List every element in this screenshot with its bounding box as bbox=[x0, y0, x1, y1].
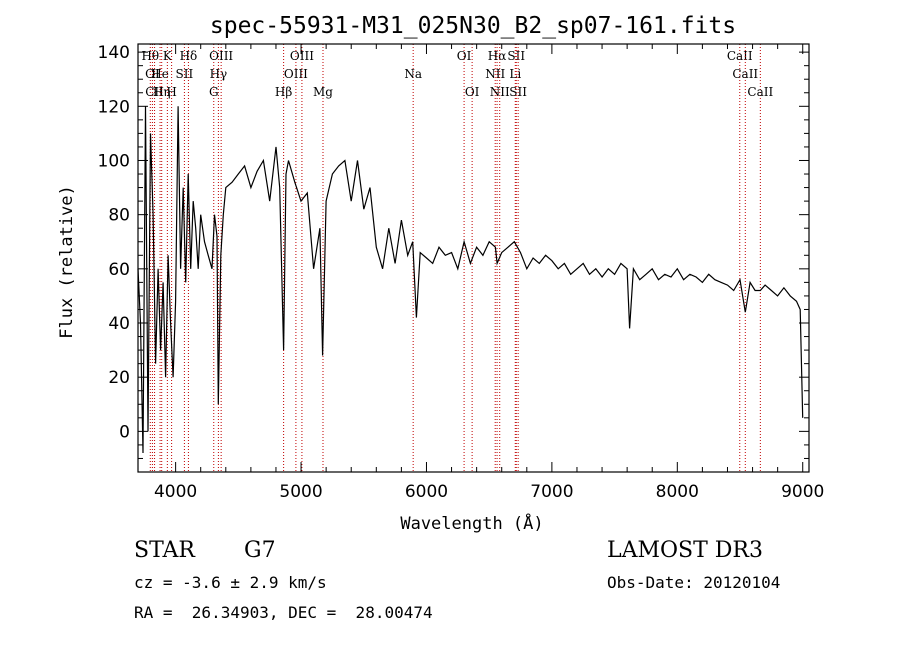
plot-frame bbox=[137, 43, 810, 473]
y-tick-label: 0 bbox=[119, 422, 130, 442]
line-marker-label-2: CII bbox=[145, 85, 164, 99]
line-marker-label-3: Hη bbox=[153, 85, 171, 99]
coordinates: RA = 26.34903, DEC = 28.00474 bbox=[134, 603, 433, 622]
y-axis-label: Flux (relative) bbox=[57, 185, 77, 339]
object-subclass: G7 bbox=[244, 538, 276, 563]
line-marker-label-14: OIII bbox=[290, 49, 314, 63]
x-axis-ticks: 4000 5000 6000 7000 8000 9000 bbox=[154, 44, 824, 502]
line-marker-label-15: Mg bbox=[313, 85, 333, 99]
spectrum-line bbox=[137, 106, 804, 454]
x-tick-label: 6000 bbox=[405, 482, 448, 502]
line-marker-label-8: Hδ bbox=[180, 49, 198, 63]
line-marker-label-17: OI bbox=[457, 49, 472, 63]
line-marker-label-24: SII bbox=[509, 85, 527, 99]
line-marker-label-1: OI bbox=[145, 67, 160, 81]
object-class: STAR bbox=[134, 538, 195, 563]
line-marker-label-6: H bbox=[166, 85, 176, 99]
line-marker-label-23: SII bbox=[507, 49, 525, 63]
y-tick-label: 20 bbox=[108, 368, 130, 388]
line-marker-label-10: Hγ bbox=[210, 67, 228, 81]
line-marker-label-13: OIII bbox=[284, 67, 308, 81]
line-marker-label-9: G bbox=[209, 85, 219, 99]
line-marker-label-21: NII bbox=[490, 85, 510, 99]
line-marker-label-19: NII bbox=[485, 67, 505, 81]
y-tick-label: 140 bbox=[98, 43, 130, 63]
line-marker-label-18: OI bbox=[465, 85, 480, 99]
line-marker-label-4: He bbox=[151, 67, 169, 81]
spectrum-chart: spec-55931-M31_025N30_B2_sp07-161.fits H… bbox=[57, 13, 824, 534]
redshift-cz: cz = -3.6 ± 2.9 km/s bbox=[134, 573, 327, 592]
y-tick-label: 80 bbox=[108, 206, 130, 226]
x-axis-label: Wavelength (Å) bbox=[400, 512, 543, 534]
line-marker-label-7: SII bbox=[176, 67, 194, 81]
y-tick-label: 100 bbox=[98, 151, 130, 171]
line-marker-label-11: OIII bbox=[209, 49, 233, 63]
line-marker-label-16: Na bbox=[404, 67, 422, 81]
line-marker-label-5: K bbox=[163, 49, 173, 63]
y-tick-label: 60 bbox=[108, 260, 130, 280]
x-tick-label: 9000 bbox=[781, 482, 824, 502]
y-axis-ticks: 0 20 40 60 80 100 120 140 bbox=[98, 43, 809, 459]
y-tick-label: 40 bbox=[108, 314, 130, 334]
line-marker-label-12: Hβ bbox=[275, 85, 292, 99]
line-marker-label-27: CaII bbox=[747, 85, 773, 99]
line-marker-label-22: Li bbox=[509, 67, 521, 81]
line-marker-label-0: Hθ bbox=[141, 49, 159, 63]
x-tick-label: 7000 bbox=[530, 482, 573, 502]
chart-title: spec-55931-M31_025N30_B2_sp07-161.fits bbox=[210, 13, 736, 39]
line-marker-label-20: Hα bbox=[488, 49, 507, 63]
survey-name: LAMOST DR3 bbox=[607, 538, 763, 563]
line-marker-label-26: CaII bbox=[732, 67, 758, 81]
x-tick-label: 4000 bbox=[154, 482, 197, 502]
x-tick-label: 8000 bbox=[656, 482, 699, 502]
line-marker-label-25: CaII bbox=[727, 49, 753, 63]
obs-date: Obs-Date: 20120104 bbox=[607, 573, 781, 592]
line-markers: HθOICIIHηHeKHSIIHδGHγOIIIHβOIIIOIIIMgNaO… bbox=[141, 44, 773, 472]
x-tick-label: 5000 bbox=[279, 482, 322, 502]
y-tick-label: 120 bbox=[98, 97, 130, 117]
